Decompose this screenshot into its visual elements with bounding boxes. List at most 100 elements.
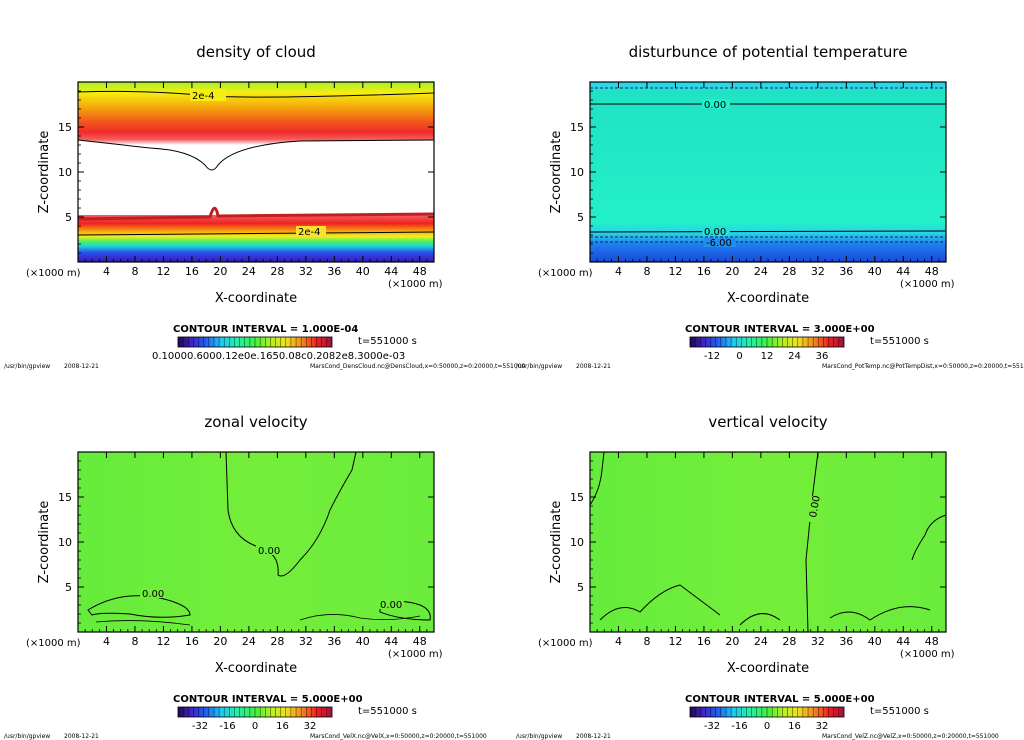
x-tick-label: 12 [156,265,170,278]
y-tick-label: 5 [65,211,72,224]
footer-source: MarsCond_DensCloud.nc@DensCloud,x=0:5000… [310,363,525,370]
contour-line [599,584,931,626]
colorbar-tick-label: -32 [704,721,720,732]
x-tick-label: 44 [384,635,398,648]
colorbar-tick-label: 0 [252,721,258,732]
y-axis-label: Z-coordinate [549,501,564,584]
y-tick-label: 15 [570,121,584,134]
x-tick-label: 8 [131,635,138,648]
x-tick-label: 36 [839,265,853,278]
x-tick-label: 44 [896,635,910,648]
time-stamp: t=551000 s [870,706,929,717]
y-tick-label: 10 [58,166,72,179]
x-tick-label: 24 [242,265,256,278]
y-tick-label: 5 [65,581,72,594]
x-tick-label: 32 [811,265,825,278]
x-tick-label: 16 [697,635,711,648]
contour-label-bg [140,588,166,598]
x-axis-label: X-coordinate [727,291,809,306]
x-tick-label: 12 [668,265,682,278]
x-tick-label: 4 [615,635,622,648]
y-unit-label: (×1000 m) [538,638,593,649]
footer-date: 2008-12-21 [576,363,611,370]
footer-path: /usr/bin/gpview [4,733,50,740]
x-tick-label: 32 [811,635,825,648]
panel-potential-temperature: disturbunce of potential temperature 0.0… [589,43,947,263]
x-tick-label: 48 [413,265,427,278]
x-axis-label: X-coordinate [727,661,809,676]
y-tick-label: 10 [58,536,72,549]
field-lower [78,215,434,262]
x-tick-label: 16 [185,635,199,648]
contour-label: 2e-4 [298,227,321,238]
y-axis-label: Z-coordinate [37,131,52,214]
contour-line [589,451,605,506]
time-stamp: t=551000 s [870,336,929,347]
y-tick-label: 10 [570,536,584,549]
contour-label-bg [702,227,730,236]
footer-date: 2008-12-21 [64,363,99,370]
x-tick-label: 12 [156,635,170,648]
x-tick-label: 36 [839,635,853,648]
x-tick-label: 44 [896,265,910,278]
footer-path: /usr/bin/gpview [516,363,562,370]
x-tick-label: 16 [185,265,199,278]
contour-label: 0.00 [380,600,402,611]
x-tick-label: 20 [213,635,227,648]
x-tick-label: 8 [643,265,650,278]
footer-path: /usr/bin/gpview [516,733,562,740]
x-tick-label: 4 [615,265,622,278]
y-unit-label: (×1000 m) [26,638,81,649]
contour-label-bg [806,496,818,522]
colorbar-tick-label: -12 [704,351,720,362]
y-tick-label: 15 [58,121,72,134]
x-tick-label: 4 [103,265,110,278]
contour-label: 2e-4 [192,91,215,102]
x-unit-label: (×1000 m) [900,649,955,660]
contour-label-bg [256,545,282,555]
colorbar-tick-label: 0 [736,351,742,362]
colorbar-tick-label: 0.10000.6000.12e0e.1650.08c0.2082e8.3000… [152,351,405,362]
field [590,452,946,632]
colorbar-tick-label: -32 [192,721,208,732]
axes-and-annotations: 4 8 12 16 20 24 28 32 36 40 44 4851015X-coordinateZ… [4,82,1024,740]
contour-line [95,614,421,626]
field [590,82,946,262]
colorbar-tick-label: 32 [304,721,317,732]
x-tick-label: 36 [327,265,341,278]
x-tick-label: 40 [868,635,882,648]
panel-density-of-cloud: density of cloud 2e-4 2e-4 [77,43,435,263]
x-tick-label: 12 [668,635,682,648]
x-tick-label: 40 [356,635,370,648]
contour-label-bg [704,238,736,247]
contour-label: 0.00 [258,546,280,557]
colorbar-tick-label: 12 [761,351,774,362]
x-tick-label: 28 [270,635,284,648]
x-tick-label: 20 [725,635,739,648]
field-clear-gap [78,140,434,205]
colorbar-tick-label: -16 [219,721,235,732]
y-tick-label: 5 [577,211,584,224]
contour-label-bg [378,599,404,609]
contour-line [87,595,191,618]
y-tick-label: 15 [58,491,72,504]
x-tick-label: 28 [782,635,796,648]
plot-area: 0.00 [589,451,947,633]
x-tick-label: 48 [925,265,939,278]
contour-interval: CONTOUR INTERVAL = 3.000E+00 [685,324,875,335]
footer-source: MarsCond_VelZ.nc@VelZ,x=0:50000,z=0:2000… [822,733,999,740]
time-stamp: t=551000 s [358,336,417,347]
contour-line [805,451,819,633]
y-tick-label: 5 [577,581,584,594]
contour-label: -6.00 [706,238,732,249]
x-tick-label: 44 [384,265,398,278]
chart-title: disturbunce of potential temperature [629,43,908,61]
x-tick-label: 28 [270,265,284,278]
plot-area: 2e-4 2e-4 [77,81,435,263]
x-tick-label: 32 [299,635,313,648]
plot-area: 0.00 0.00 0.00 [77,451,435,633]
contour-interval: CONTOUR INTERVAL = 5.000E+00 [173,694,363,705]
x-tick-label: 48 [925,635,939,648]
footer-date: 2008-12-21 [576,733,611,740]
